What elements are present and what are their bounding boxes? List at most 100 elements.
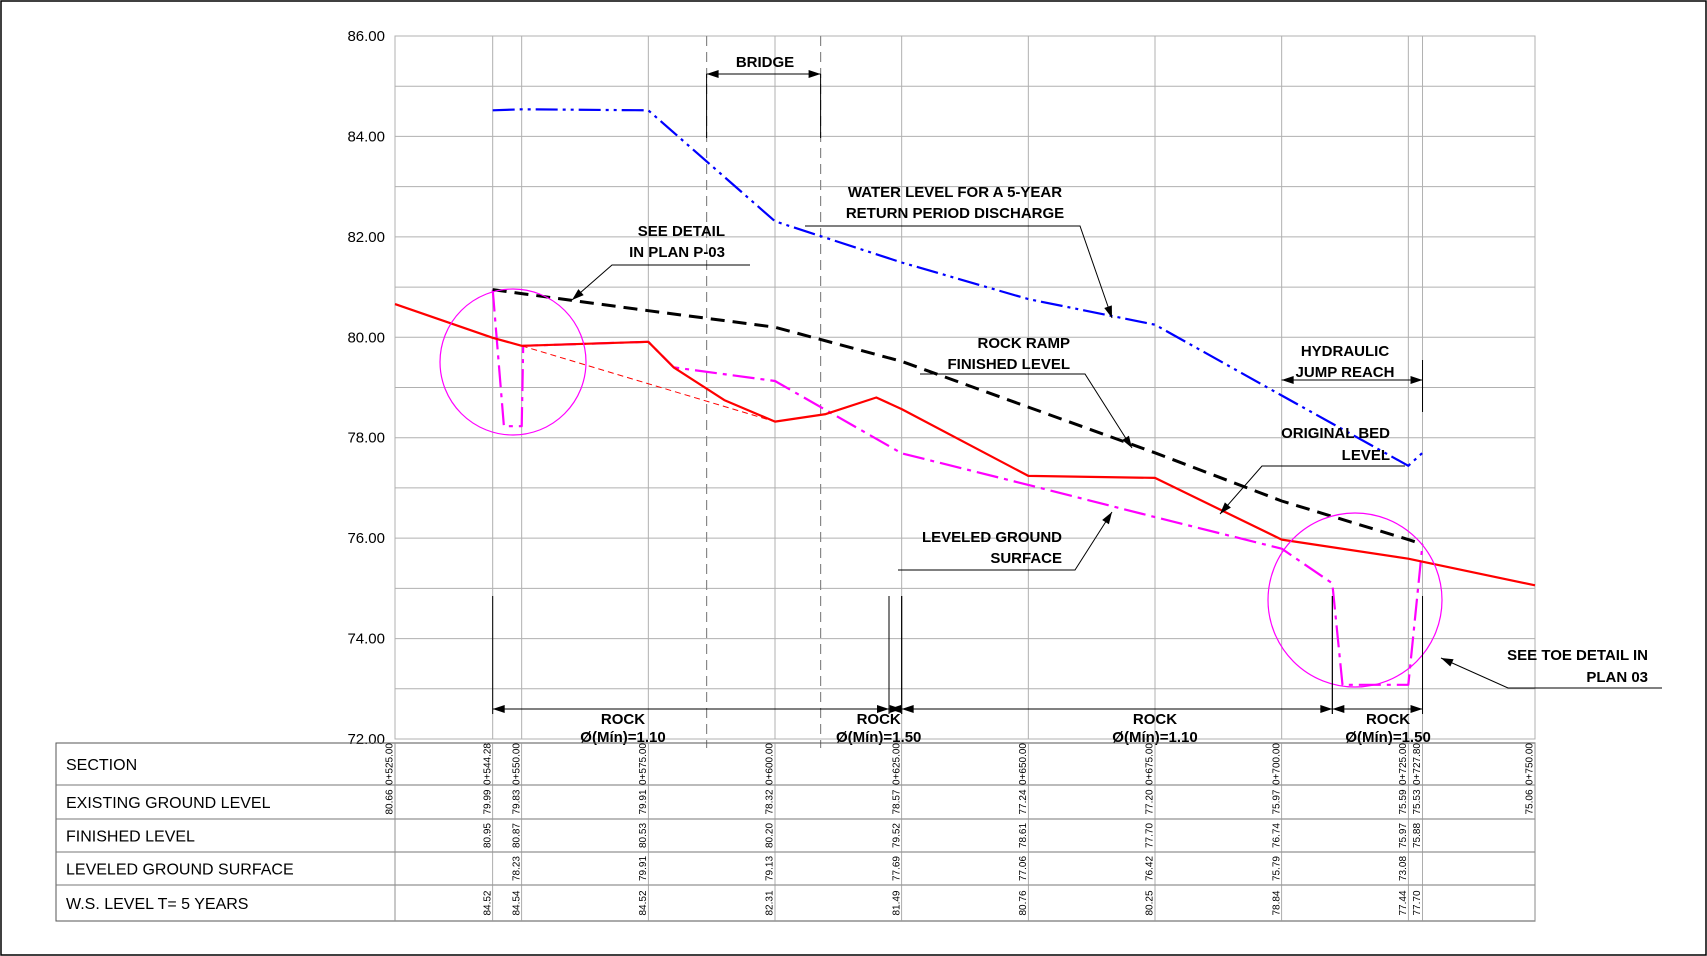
table-cell-section: 0+650.00 <box>1018 743 1029 785</box>
table-cell-existing: 75.53 <box>1412 789 1423 814</box>
rock-zone-spec-4: Ø(Mín)=1.50 <box>1345 729 1430 746</box>
detail-circle-toe <box>1267 512 1443 688</box>
bridge-arrow-right-arrowhead <box>808 70 821 78</box>
hydraulic-jump-label-line-1: HYDRAULIC <box>1301 343 1389 360</box>
original-bed-leader <box>1219 465 1405 515</box>
rock-zone-label-1: ROCK <box>601 711 645 728</box>
table-cell-existing: 79.83 <box>511 789 522 814</box>
drawing-annotations: BRIDGE WATER LEVEL FOR A 5-YEAR RETURN PER… <box>439 54 1662 746</box>
leveled-ground-leader <box>898 511 1113 571</box>
rock-zone-arrow-right-2-arrowhead <box>889 705 902 713</box>
table-cell-section: 0+700.00 <box>1271 743 1282 785</box>
table-cell-existing: 79.91 <box>638 789 649 814</box>
plot-frame <box>394 35 1536 740</box>
table-cell-leveled: 79.91 <box>638 856 649 881</box>
y-tick-label: 84.00 <box>347 128 385 145</box>
table-cell-ws: 77.70 <box>1412 890 1423 915</box>
table-cell-existing: 75.59 <box>1398 789 1409 814</box>
table-cell-ws: 77.44 <box>1398 890 1409 915</box>
water-level-label-line-1: WATER LEVEL FOR A 5-YEAR <box>848 184 1062 201</box>
table-cell-finished: 80.95 <box>482 823 493 848</box>
y-tick-label: 72.00 <box>347 731 385 748</box>
rock-zone-label-3: ROCK <box>1133 711 1177 728</box>
see-detail-leader-arrowhead <box>572 289 584 300</box>
original-bed-leader-arrowhead <box>1220 502 1231 514</box>
see-toe-label-line-1: SEE TOE DETAIL IN <box>1507 647 1648 664</box>
series-leveled <box>491 289 1424 686</box>
table-cell-ws: 84.52 <box>482 890 493 915</box>
table-row-label-section: SECTION <box>66 757 137 774</box>
table-cell-existing: 80.66 <box>385 789 396 814</box>
plot-grid <box>394 35 1536 740</box>
table-cell-ws: 80.76 <box>1018 890 1029 915</box>
table-cell-finished: 80.53 <box>638 823 649 848</box>
hydraulic-arrow-right-arrowhead <box>1410 376 1423 384</box>
table-cell-existing: 75.97 <box>1271 789 1282 814</box>
table-cell-ws: 81.49 <box>891 890 902 915</box>
table-cell-leveled: 75.79 <box>1271 856 1282 881</box>
table-row-label-ws: W.S. LEVEL T= 5 YEARS <box>66 896 248 913</box>
table-cell-finished: 75.97 <box>1398 823 1409 848</box>
table-cell-ws: 82.31 <box>765 890 776 915</box>
original-bed-label-line-1: ORIGINAL BED <box>1281 425 1390 442</box>
rock-ramp-leader <box>920 373 1133 449</box>
leveled-ground-leader-arrowhead <box>1102 512 1112 525</box>
leveled-ground-label-line-2: SURFACE <box>990 550 1062 567</box>
table-cell-section: 0+550.00 <box>511 743 522 785</box>
y-tick-label: 80.00 <box>347 329 385 346</box>
leveled-ground-label-line-1: LEVELED GROUND <box>922 529 1062 546</box>
water-level-leader-arrowhead <box>1104 305 1112 318</box>
table-cell-existing: 77.20 <box>1145 789 1156 814</box>
rock-zone-arrow-right-3-arrowhead <box>1320 705 1333 713</box>
table-cell-finished: 76.74 <box>1271 823 1282 848</box>
table-cell-existing: 77.24 <box>1018 789 1029 814</box>
table-cell-ws: 84.54 <box>511 890 522 915</box>
rock-zone-label-2: ROCK <box>857 711 901 728</box>
table-cell-section: 0+725.00 <box>1398 743 1409 785</box>
table-cell-section: 0+727.80 <box>1412 743 1423 785</box>
rock-zone-arrow-left-1-arrowhead <box>492 705 505 713</box>
table-cell-finished: 79.52 <box>891 823 902 848</box>
table-cell-finished: 78.61 <box>1018 823 1029 848</box>
y-tick-label: 76.00 <box>347 530 385 547</box>
rock-zone-label-4: ROCK <box>1366 711 1410 728</box>
water-level-label-line-2: RETURN PERIOD DISCHARGE <box>846 205 1064 222</box>
y-axis-tick-labels: 86.00 84.00 82.00 80.00 78.00 76.00 74.00 72.00 <box>347 28 385 748</box>
series-existing <box>394 303 1536 587</box>
rock-zone-spec-2: Ø(Mín)=1.50 <box>836 729 921 746</box>
series-finished <box>492 288 1423 546</box>
original-bed-reference-line <box>521 345 776 423</box>
table-cell-section: 0+544.28 <box>482 743 493 785</box>
table-cell-section: 0+600.00 <box>765 743 776 785</box>
rock-zone-arrow-left-3-arrowhead <box>901 705 914 713</box>
table-cell-section: 0+575.00 <box>638 743 649 785</box>
table-cell-ws: 84.52 <box>638 890 649 915</box>
rock-zone-arrow-right-1-arrowhead <box>877 705 889 713</box>
detail-circle-upstream <box>439 288 587 436</box>
profile-data-table: SECTION 0+525.00 0+544.28 0+550.00 0+575.00 0… <box>55 742 1536 922</box>
table-cell-section: 0+750.00 <box>1525 743 1536 785</box>
table-cell-leveled: 73.08 <box>1398 856 1409 881</box>
table-cell-ws: 80.25 <box>1145 890 1156 915</box>
table-cell-finished: 77.70 <box>1145 823 1156 848</box>
see-detail-leader <box>571 264 750 301</box>
rock-zone-spec-3: Ø(Mín)=1.10 <box>1112 729 1197 746</box>
table-cell-section: 0+525.00 <box>385 743 396 785</box>
see-toe-leader-arrowhead <box>1441 658 1454 667</box>
original-bed-label-line-2: LEVEL <box>1342 447 1390 464</box>
bridge-arrow-left-arrowhead <box>706 70 719 78</box>
see-detail-label-line-1: SEE DETAIL <box>638 223 725 240</box>
y-tick-label: 86.00 <box>347 28 385 45</box>
table-cell-existing: 78.57 <box>891 789 902 814</box>
see-toe-leader <box>1440 657 1662 689</box>
table-cell-leveled: 78.23 <box>511 856 522 881</box>
vertical-guide-lines <box>705 36 822 748</box>
table-cell-leveled: 77.06 <box>1018 856 1029 881</box>
rock-zone-spec-1: Ø(Mín)=1.10 <box>580 729 665 746</box>
table-cell-leveled: 79.13 <box>765 856 776 881</box>
rock-ramp-label-line-2: FINISHED LEVEL <box>947 356 1070 373</box>
series-ws <box>492 108 1424 467</box>
rock-ramp-label-line-1: ROCK RAMP <box>978 335 1071 352</box>
rock-zone-arrow-right-4-arrowhead <box>1410 705 1423 713</box>
